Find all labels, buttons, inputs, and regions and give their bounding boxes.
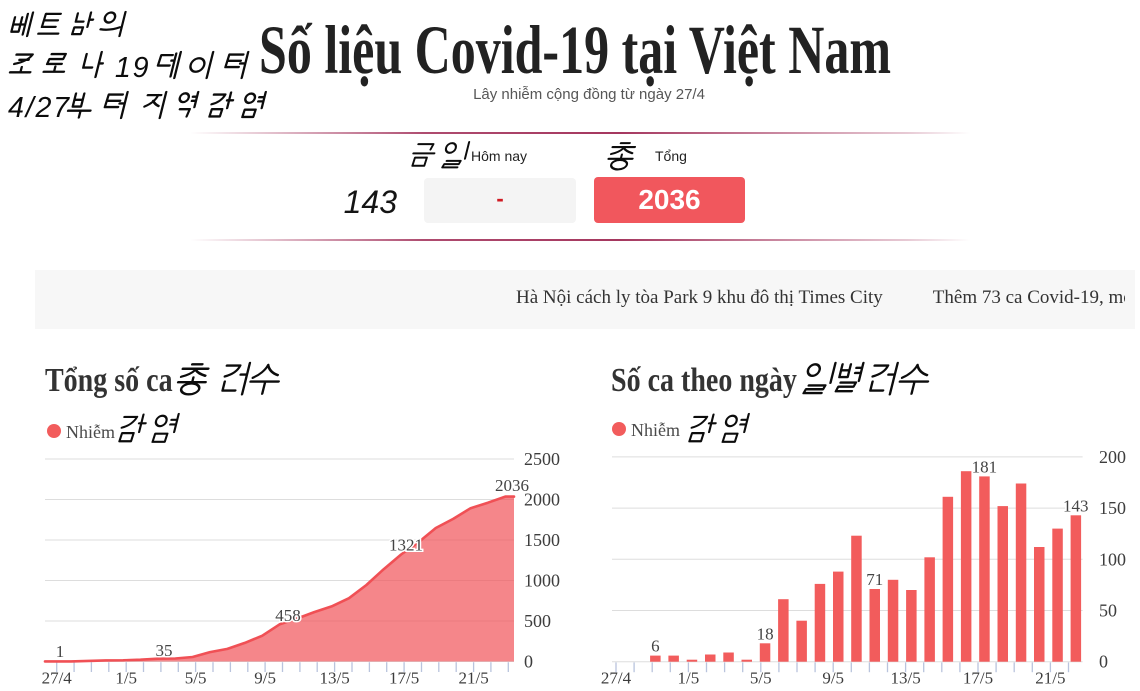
svg-text:21/5: 21/5 [1035,669,1065,688]
svg-text:17/5: 17/5 [389,669,419,688]
svg-text:1: 1 [56,642,65,661]
svg-text:21/5: 21/5 [458,669,488,688]
svg-text:4/27: 4/27 [8,92,71,124]
svg-text:143: 143 [1063,496,1089,515]
svg-text:1/5: 1/5 [678,669,700,688]
svg-text:200: 200 [1099,447,1126,467]
svg-text:71: 71 [866,570,883,589]
svg-text:1321: 1321 [389,536,423,555]
svg-text:19: 19 [115,52,150,84]
svg-text:0: 0 [1099,652,1108,672]
svg-text:500: 500 [524,611,551,631]
svg-text:100: 100 [1099,549,1126,569]
svg-text:35: 35 [156,641,173,660]
svg-text:1000: 1000 [524,571,560,591]
svg-text:27/4: 27/4 [601,669,632,688]
svg-text:13/5: 13/5 [890,669,920,688]
svg-text:2036: 2036 [495,476,529,495]
svg-text:5/5: 5/5 [185,669,207,688]
svg-text:5/5: 5/5 [750,669,772,688]
svg-text:1/5: 1/5 [115,669,137,688]
svg-text:0: 0 [524,652,533,672]
svg-text:9/5: 9/5 [254,669,276,688]
svg-text:18: 18 [757,624,774,643]
svg-text:6: 6 [651,637,660,656]
svg-text:181: 181 [972,457,998,476]
svg-text:2500: 2500 [524,449,560,469]
svg-text:150: 150 [1099,498,1126,518]
svg-text:27/4: 27/4 [42,669,73,688]
svg-text:1500: 1500 [524,530,560,550]
svg-text:13/5: 13/5 [319,669,349,688]
svg-text:9/5: 9/5 [822,669,844,688]
svg-text:50: 50 [1099,601,1117,621]
svg-text:17/5: 17/5 [963,669,993,688]
svg-text:2000: 2000 [524,490,560,510]
svg-text:458: 458 [275,606,301,625]
